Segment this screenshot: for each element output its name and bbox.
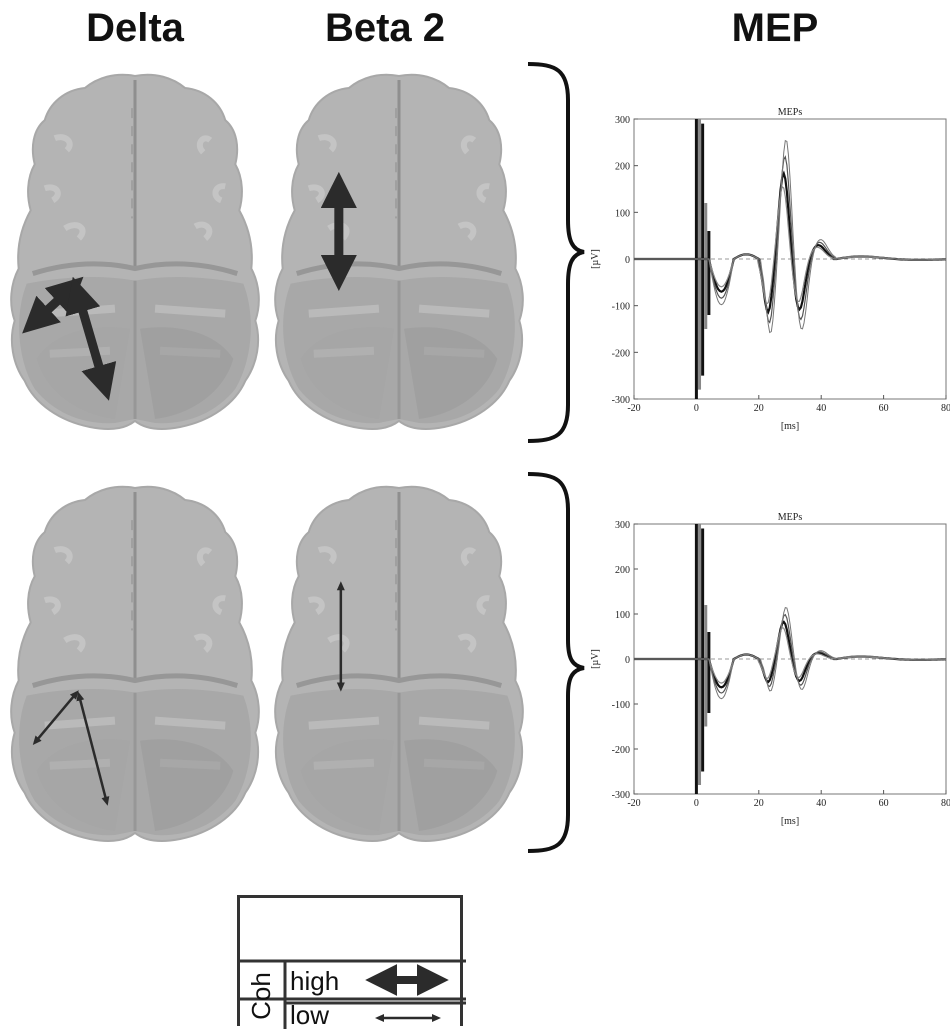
brain-delta-high: [4, 68, 266, 434]
x-axis-label: [ms]: [781, 816, 799, 827]
x-tick-label: 40: [816, 403, 826, 414]
y-tick-label: 100: [615, 610, 630, 621]
x-tick-label: 20: [754, 798, 764, 809]
legend-title: Coh: [246, 972, 276, 1020]
x-tick-label: -20: [627, 798, 640, 809]
y-axis-label: [µV]: [590, 649, 601, 669]
header-delta: Delta: [86, 6, 184, 50]
brain-beta2-low: [268, 480, 530, 846]
coherence-arrow-high: [22, 276, 117, 401]
coherence-legend: Coh high low: [237, 895, 466, 1029]
header-beta2: Beta 2: [324, 6, 446, 50]
y-axis-label: [µV]: [590, 249, 601, 269]
header-mep: MEP: [731, 6, 819, 50]
chart-title: MEPs: [778, 512, 803, 523]
chart-title: MEPs: [778, 107, 803, 118]
brace-top: [527, 62, 585, 443]
y-tick-label: 100: [615, 208, 630, 219]
y-tick-label: 0: [625, 655, 630, 666]
legend-low-label: low: [290, 1000, 329, 1029]
brain-beta2-high: [268, 68, 530, 434]
y-tick-label: -200: [612, 348, 630, 359]
x-axis-label: [ms]: [781, 421, 799, 432]
mep-trace: [634, 139, 947, 334]
y-tick-label: 200: [615, 162, 630, 173]
x-tick-label: 20: [754, 403, 764, 414]
x-tick-label: -20: [627, 403, 640, 414]
y-tick-label: 200: [615, 565, 630, 576]
brain-delta-low: [4, 480, 266, 846]
x-tick-label: 80: [941, 403, 950, 414]
y-tick-label: 300: [615, 520, 630, 531]
x-tick-label: 80: [941, 798, 950, 809]
x-tick-label: 0: [694, 798, 699, 809]
y-tick-label: -300: [612, 395, 630, 406]
brace-bottom: [527, 472, 585, 853]
x-tick-label: 60: [879, 403, 889, 414]
y-tick-label: -300: [612, 790, 630, 801]
y-tick-label: 300: [615, 115, 630, 126]
coherence-arrow-low: [32, 690, 110, 806]
legend-high-label: high: [290, 966, 339, 996]
y-tick-label: -200: [612, 745, 630, 756]
y-tick-label: -100: [612, 302, 630, 313]
x-tick-label: 60: [879, 798, 889, 809]
y-tick-label: 0: [625, 255, 630, 266]
x-tick-label: 0: [694, 403, 699, 414]
y-tick-label: -100: [612, 700, 630, 711]
mep-trace: [634, 606, 947, 700]
x-tick-label: 40: [816, 798, 826, 809]
